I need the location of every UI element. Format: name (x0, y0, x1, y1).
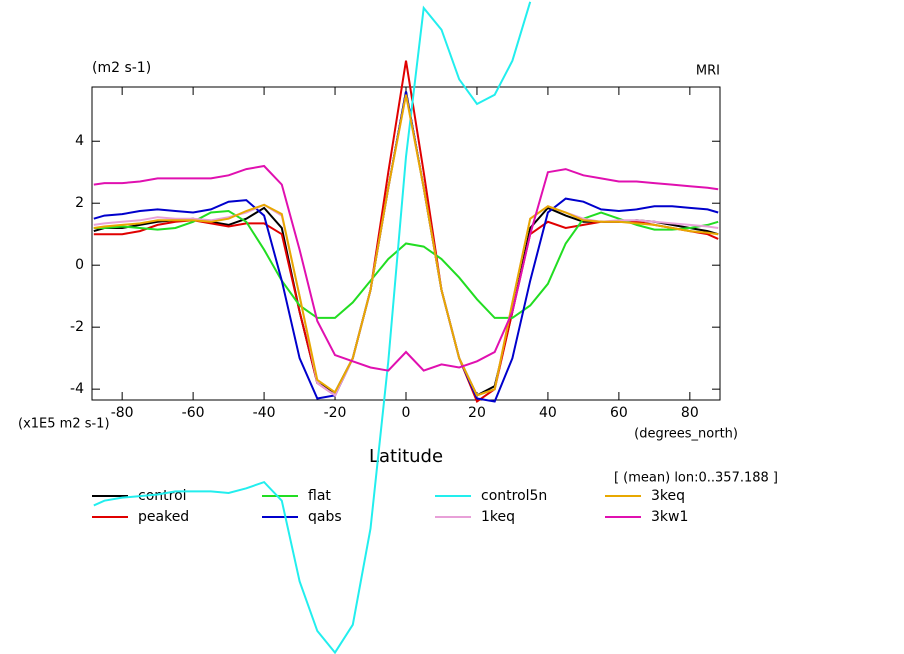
legend-label: 1keq (481, 509, 515, 525)
y-axis-label: (x1E5 m2 s-1) (18, 417, 110, 432)
y-tick-label: 2 (75, 195, 84, 211)
annotation: [ (mean) lon:0..357.188 ] (614, 471, 778, 486)
x-tick-label: -20 (324, 405, 347, 421)
chart-subtitle: MRI (696, 64, 720, 79)
x-tick-label: -40 (253, 405, 276, 421)
series-line (93, 60, 719, 404)
legend-label: flat (308, 488, 331, 504)
series-line (93, 209, 719, 319)
legend-label: qabs (308, 509, 342, 525)
x-axis-units: (degrees_north) (634, 427, 738, 442)
x-tick-label: 80 (681, 405, 699, 421)
y-tick-label: 0 (75, 257, 84, 273)
chart-title: (m2 s-1) (92, 60, 151, 76)
series-line (93, 94, 719, 397)
series-line (93, 164, 719, 372)
series-line (93, 1, 532, 654)
legend-label: 3kw1 (651, 509, 688, 525)
x-tick-label: 60 (610, 405, 628, 421)
x-tick-label: 20 (468, 405, 486, 421)
x-tick-label: 40 (539, 405, 557, 421)
x-tick-label: 0 (402, 405, 411, 421)
y-tick-label: 4 (75, 133, 84, 149)
y-tick-label: -4 (70, 381, 84, 397)
y-tick-label: -2 (70, 319, 84, 335)
legend-label: control5n (481, 488, 547, 504)
series-line (93, 91, 719, 403)
x-tick-label: -60 (182, 405, 205, 421)
x-axis-label: Latitude (369, 446, 443, 467)
x-tick-label: -80 (111, 405, 134, 421)
legend-label: peaked (138, 509, 189, 525)
series-line (93, 94, 719, 397)
legend-label: 3keq (651, 488, 685, 504)
